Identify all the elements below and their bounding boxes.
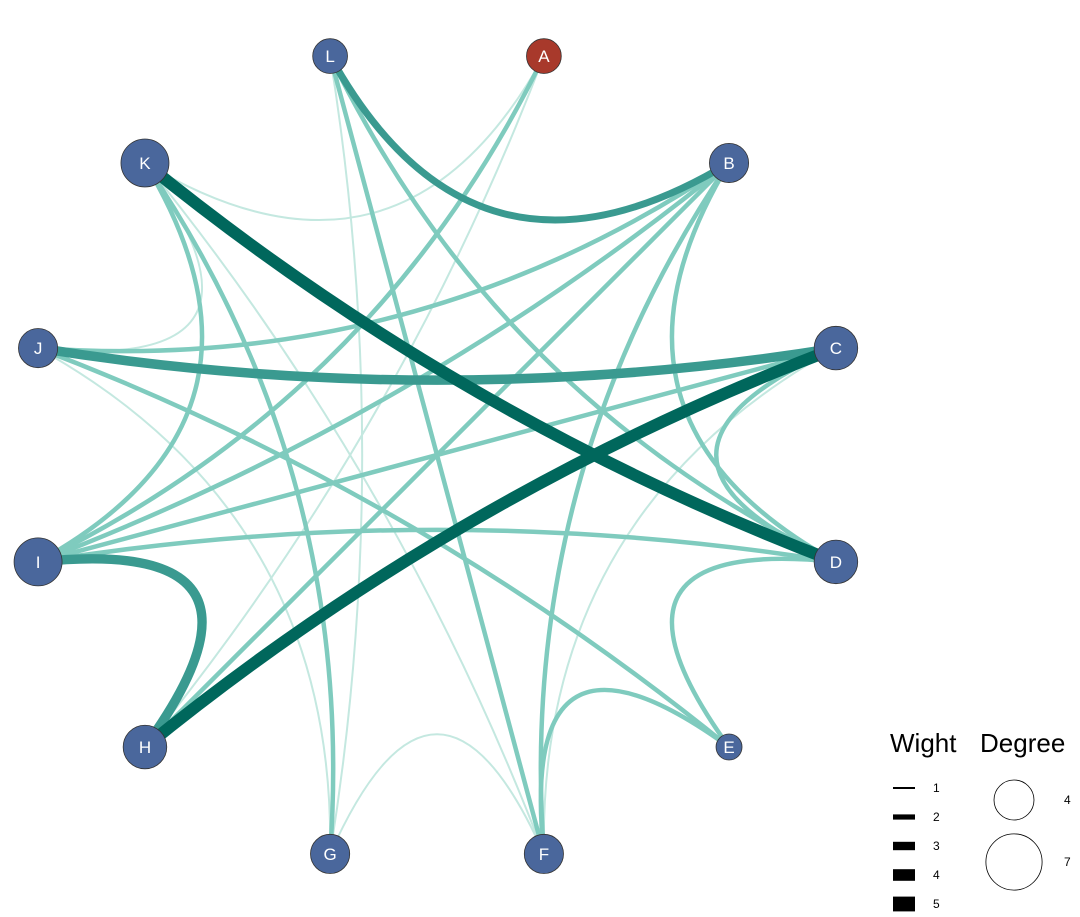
legend-weight-label-3: 3 [933, 839, 940, 853]
node-circle-F [523, 833, 564, 874]
node-label-K: K [139, 154, 151, 173]
edge-B-I [37, 161, 731, 564]
node-label-F: F [539, 845, 549, 864]
edge-C-F [542, 347, 837, 854]
node-label-H: H [139, 738, 151, 757]
legend-weight-swatch-1 [893, 787, 915, 789]
node-circle-J [18, 328, 59, 369]
edge-A-H [144, 55, 545, 748]
legend-degree-label-4: 4 [1064, 793, 1071, 807]
node-circle-D [813, 539, 859, 585]
legend-weight-items: 1 2 3 4 5 [893, 781, 940, 912]
node-circle-B [709, 142, 750, 183]
edge-layer [36, 54, 839, 855]
edge-L-F [327, 55, 547, 855]
node-label-E: E [723, 738, 734, 757]
node-label-J: J [34, 339, 43, 358]
edge-L-D [328, 55, 837, 564]
legend-degree-circle-7 [985, 833, 1043, 891]
edge-K-G [143, 161, 336, 855]
node-circle-C [813, 325, 859, 371]
edge-G-F [329, 733, 545, 855]
node-A: A [526, 38, 562, 74]
node-circle-L [312, 38, 348, 74]
legend-degree-items: 47 [985, 779, 1071, 891]
node-J: J [18, 328, 59, 369]
legend-weight-title: Wight [890, 728, 957, 758]
legend-degree-title: Degree [980, 728, 1065, 758]
node-circle-K [120, 138, 170, 188]
node-L: L [312, 38, 348, 74]
edge-A-I [37, 55, 546, 564]
edge-K-D [141, 158, 839, 568]
node-label-G: G [323, 845, 336, 864]
node-label-D: D [830, 553, 842, 572]
node-layer: L A B C D E F G H I J K [13, 38, 859, 874]
legend-weight-label-1: 1 [933, 781, 940, 795]
node-circle-H [122, 724, 168, 770]
node-label-C: C [830, 339, 842, 358]
legend-weight-label-5: 5 [933, 897, 940, 911]
node-I: I [13, 537, 63, 587]
legend-degree-label-7: 7 [1064, 855, 1071, 869]
edge-K-I [36, 161, 205, 564]
node-C: C [813, 325, 859, 371]
node-circle-I [13, 537, 63, 587]
node-circle-E [715, 733, 743, 761]
legend-weight-swatch-5 [893, 896, 915, 912]
node-label-B: B [723, 154, 734, 173]
node-H: H [122, 724, 168, 770]
edge-J-C [37, 343, 837, 385]
edge-C-H [141, 342, 839, 752]
node-label-I: I [36, 553, 41, 572]
edge-L-G [329, 55, 364, 855]
legend-weight-swatch-4 [893, 869, 915, 881]
legend-degree-circle-4 [993, 779, 1035, 821]
node-D: D [813, 539, 859, 585]
node-B: B [709, 142, 750, 183]
node-K: K [120, 138, 170, 188]
node-circle-G [310, 833, 351, 874]
edge-L-B [327, 54, 731, 224]
edge-D-E [669, 556, 837, 749]
node-label-A: A [538, 47, 550, 66]
edge-I-H [37, 554, 207, 750]
legend-weight-swatch-2 [893, 814, 915, 820]
edge-K-F [144, 162, 545, 855]
node-F: F [523, 833, 564, 874]
node-G: G [310, 833, 351, 874]
edge-D-I [37, 527, 837, 565]
node-circle-A [526, 38, 562, 74]
legend-weight-label-2: 2 [933, 810, 940, 824]
edge-G-J [37, 347, 332, 854]
node-label-L: L [325, 47, 334, 66]
edge-E-F [538, 687, 731, 855]
node-E: E [715, 733, 743, 761]
edge-E-J [37, 346, 731, 749]
legend-weight-swatch-3 [893, 841, 915, 851]
edge-B-F [538, 161, 731, 855]
legend-weight-label-4: 4 [933, 868, 940, 882]
